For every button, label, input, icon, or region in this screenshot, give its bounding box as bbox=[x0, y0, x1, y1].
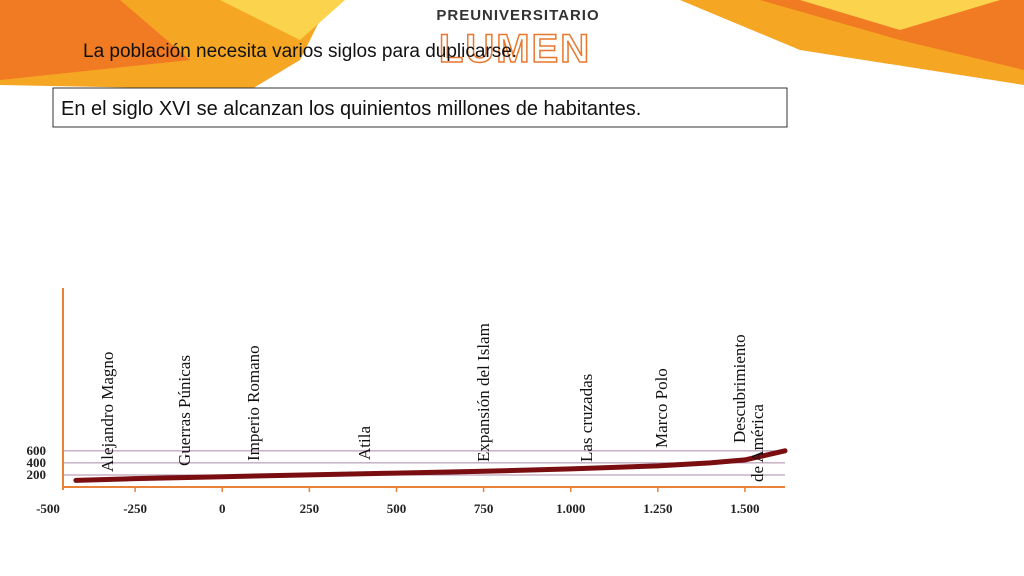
x-tick-label: 1.000 bbox=[556, 501, 585, 516]
x-tick-label: -250 bbox=[123, 501, 147, 516]
x-tick-label: 0 bbox=[219, 501, 226, 516]
annotation: de América bbox=[748, 404, 767, 482]
annotation: Descubrimiento bbox=[730, 334, 749, 443]
annotation: Las cruzadas bbox=[577, 374, 596, 462]
brand: LUMEN bbox=[439, 27, 591, 71]
annotation: Atila bbox=[355, 426, 374, 460]
annotation: Guerras Púnicas bbox=[175, 355, 194, 466]
y-tick-label: 600 bbox=[27, 443, 47, 458]
x-tick-label: 1.500 bbox=[730, 501, 759, 516]
decor bbox=[0, 0, 190, 80]
decor bbox=[800, 0, 1000, 30]
annotation: Alejandro Magno bbox=[98, 352, 117, 472]
x-tick-label: 250 bbox=[300, 501, 320, 516]
callout: En el siglo XVI se alcanzan los quinient… bbox=[61, 98, 641, 120]
decor bbox=[220, 0, 345, 40]
callout-box bbox=[52, 87, 788, 128]
y-tick-label: 400 bbox=[27, 455, 47, 470]
y-tick-label: 200 bbox=[27, 467, 47, 482]
annotation: Marco Polo bbox=[652, 368, 671, 448]
x-tick-label: 750 bbox=[474, 501, 494, 516]
brand-top: PREUNIVERSITARIO bbox=[436, 7, 599, 24]
decor bbox=[760, 0, 1024, 70]
annotation: Expansión del Islam bbox=[474, 323, 493, 462]
population-line bbox=[73, 448, 788, 483]
annotation: Imperio Romano bbox=[244, 345, 263, 461]
heading: La población necesita varios siglos para… bbox=[83, 41, 517, 62]
x-tick-label: 1.250 bbox=[643, 501, 672, 516]
x-tick-label: -500 bbox=[36, 501, 60, 516]
x-tick-label: 500 bbox=[387, 501, 407, 516]
